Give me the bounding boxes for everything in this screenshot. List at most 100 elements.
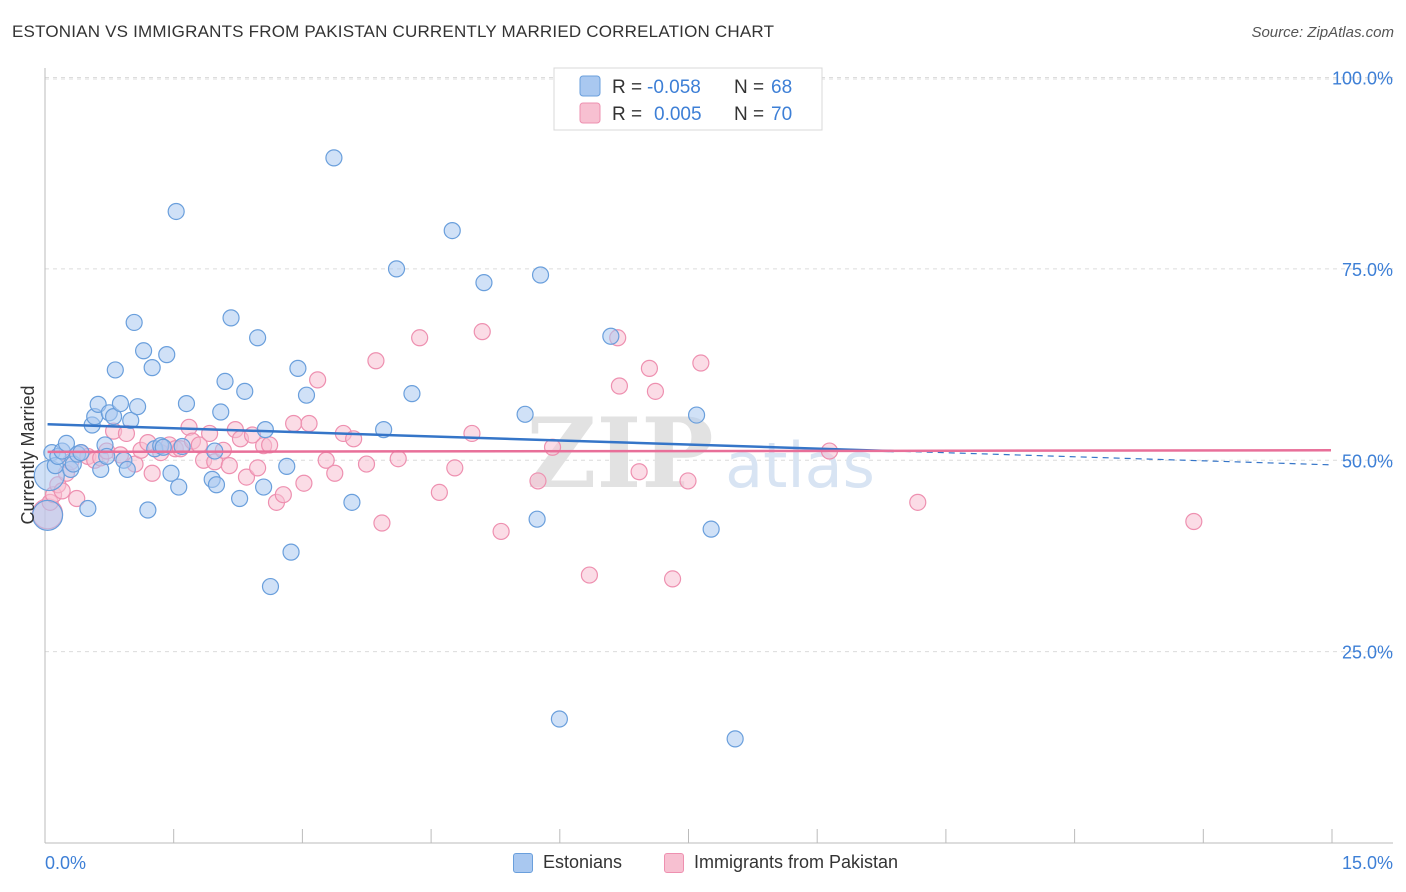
pakistan-point [663, 570, 682, 588]
estonian-point [531, 266, 550, 284]
estonian-point [387, 260, 406, 278]
y-tick-label: 75.0% [1342, 260, 1393, 280]
pakistan-point [201, 424, 219, 443]
estonian-point [106, 361, 124, 379]
legend-bottom: Estonians Immigrants from Pakistan [0, 850, 1406, 880]
estonian-point [726, 730, 744, 748]
estonian-point [111, 395, 130, 413]
estonian-point [231, 489, 249, 508]
legend-swatch-pakistan [579, 102, 601, 124]
grid-lines [45, 77, 1393, 653]
source-label: Source: ZipAtlas.com [1251, 24, 1394, 41]
x-tick-labels: 0.0% 15.0% [45, 853, 1393, 873]
legend-r-value: 0.005 [654, 104, 702, 125]
watermark-atlas: atlas [725, 429, 875, 502]
pakistan-point [68, 489, 86, 508]
chart-title: ESTONIAN VS IMMIGRANTS FROM PAKISTAN CUR… [12, 22, 775, 41]
estonian-point [143, 359, 161, 377]
legend-n-value: 68 [771, 77, 792, 98]
pakistan-point [237, 468, 256, 486]
pakistan-point [692, 354, 710, 372]
pakistan-point [646, 382, 665, 400]
estonian-point [139, 501, 157, 519]
estonian-point [125, 313, 143, 332]
legend-r-value: -0.058 [647, 77, 701, 98]
axes [44, 68, 1393, 844]
estonian-point [443, 222, 461, 240]
estonian-point [158, 346, 176, 364]
legend-top: R = -0.058 N = 68 R = 0.005 N = 70 [553, 67, 823, 131]
pakistan-point [326, 464, 344, 482]
estonian-point [207, 476, 226, 494]
legend-n-label: N = [734, 77, 764, 98]
pakistan-point [529, 472, 547, 490]
estonian-point [256, 421, 274, 439]
pakistan-point [389, 450, 407, 468]
estonian-point [475, 274, 493, 292]
pakistan-point [446, 459, 464, 477]
estonian-point [216, 372, 234, 391]
y-tick-label: 25.0% [1342, 643, 1393, 663]
pakistan-point [309, 371, 327, 389]
estonian-point [128, 398, 147, 416]
estonian-point [702, 520, 720, 538]
pakistan-point [610, 377, 629, 395]
estonian-point [162, 464, 180, 482]
pakistan-point [430, 483, 448, 502]
estonians-trend-line [47, 423, 894, 453]
legend-swatch-estonians [513, 852, 533, 873]
legend-swatch-pakistan [664, 852, 684, 873]
y-tick-labels: 100.0% 75.0% 50.0% 25.0% [1332, 69, 1393, 663]
pakistan-point [274, 486, 292, 504]
pakistan-point [295, 474, 313, 492]
estonian-point [122, 411, 140, 430]
legend-n-label: N = [734, 104, 764, 125]
estonian-point [343, 493, 361, 511]
legend-label-estonians: Estonians [543, 852, 623, 872]
estonian-point [222, 309, 240, 327]
estonian-point [249, 329, 267, 347]
pakistan-point [473, 323, 491, 341]
estonian-point [550, 710, 569, 728]
y-tick-label: 100.0% [1332, 69, 1393, 89]
estonian-point [602, 327, 620, 345]
legend-label-pakistan: Immigrants from Pakistan [694, 852, 899, 872]
estonian-point [687, 406, 706, 424]
pakistan-point [373, 514, 391, 532]
pakistan-point [220, 457, 238, 475]
pakistan-point [679, 472, 697, 490]
estonian-point [118, 460, 136, 479]
pakistan-point [1185, 512, 1203, 531]
pakistan-point [630, 463, 648, 481]
legend-r-label: R = [612, 104, 642, 125]
estonian-point [403, 385, 421, 403]
pakistan-point [285, 414, 303, 433]
estonian-point [325, 149, 343, 167]
data-points [31, 149, 1203, 748]
estonian-point [79, 499, 97, 518]
pakistan-point [357, 455, 376, 473]
estonian-point [134, 342, 153, 360]
y-tick-label: 50.0% [1342, 451, 1393, 471]
estonian-point [261, 577, 280, 596]
trend-lines [47, 423, 1332, 466]
legend-r-label: R = [612, 77, 642, 98]
x-tick-label: 15.0% [1342, 853, 1393, 873]
estonian-point [282, 543, 300, 561]
estonian-point [167, 202, 185, 221]
estonians-trend-line-dashed [893, 450, 1332, 466]
pakistan-point [909, 493, 927, 511]
estonian-point [278, 457, 296, 475]
pakistan-point [411, 329, 429, 347]
pakistan-point [300, 414, 318, 433]
legend-swatch-estonians [579, 75, 601, 97]
legend-item-estonians: Estonians [513, 852, 622, 873]
estonian-point [212, 403, 230, 421]
estonian-point [297, 386, 316, 404]
pakistan-point [249, 459, 267, 477]
legend-item-pakistan: Immigrants from Pakistan [664, 852, 898, 873]
estonian-point [31, 499, 64, 531]
pakistan-point [143, 464, 161, 482]
y-axis-label: Currently Married [18, 385, 38, 524]
pakistan-point [580, 566, 599, 584]
